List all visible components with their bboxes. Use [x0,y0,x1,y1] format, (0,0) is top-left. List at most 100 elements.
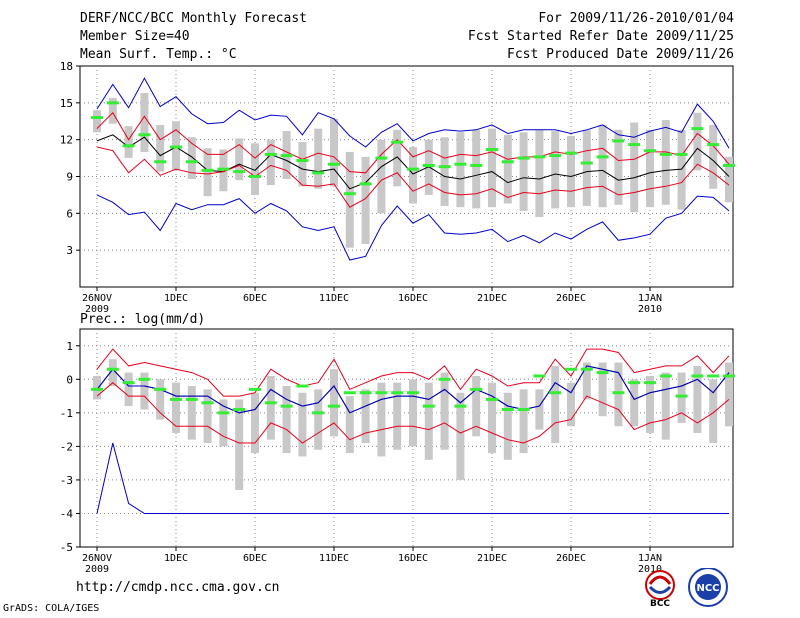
ensemble-box [156,379,165,420]
ensemble-box [156,124,165,172]
x-tick-label: 11DEC [319,553,349,564]
ensemble-box [140,93,149,152]
series-spread-lower [96,146,730,208]
ensemble-box [266,375,275,440]
y-tick-label: 15 [60,97,73,110]
precip-panel-title: Prec.: log(mm/d) [80,312,205,327]
ensemble-box [440,372,449,450]
ensemble-box [551,131,560,209]
ensemble-box [172,382,180,433]
ensemble-box [661,120,670,205]
ensemble-box [567,382,575,427]
y-tick-label: -4 [60,507,74,520]
ensemble-box [377,139,386,214]
series-spread-upper [96,111,730,174]
x-tick-label: 1JAN [638,293,662,304]
ensemble-box [424,382,433,460]
ensemble-box [630,379,639,427]
ensemble-box [567,135,575,208]
ensemble-box [298,392,307,457]
series-ensemble-min [96,77,730,149]
ensemble-box [124,372,133,407]
ensemble-box [330,118,338,187]
ensemble-box [140,372,149,410]
forecast-start-date: Fcst Started Refer Date 2009/11/25 [467,29,734,44]
ensemble-box [693,365,702,433]
ensemble-box [440,137,449,206]
ensemble-box [503,134,512,204]
x-tick-label: 26NOV [82,293,112,304]
y-tick-label: 6 [66,207,73,220]
series-ensemble-min [96,442,729,514]
ensemble-box [614,129,623,205]
ensemble-box [187,386,196,440]
y-tick-label: 3 [66,244,73,257]
x-tick-label: 26DEC [556,293,586,304]
ensemble-box [251,392,259,454]
y-tick-label: -1 [60,407,73,420]
ensemble-box [266,139,275,186]
header-left: DERF/NCC/BCC Monthly Forecast Member Siz… [80,10,307,64]
ensemble-box [124,126,133,159]
x-tick-sublabel: 2009 [85,564,109,575]
ensemble-box [93,110,101,133]
ensemble-box [661,372,670,440]
series-spread-upper [96,348,730,397]
ensemble-box [108,359,117,387]
x-tick-label: 26NOV [82,553,112,564]
bcc-logo-text: BCC [650,599,670,608]
ncc-logo: NCC [688,568,728,607]
ensemble-box [424,139,433,195]
y-tick-label: 0 [66,373,73,386]
series-ensemble-max [96,365,730,414]
ensemble-box [251,143,259,195]
y-tick-label: -5 [60,541,73,554]
y-tick-label: 9 [66,171,73,184]
y-tick-label: 1 [66,340,73,353]
ensemble-box [93,375,101,400]
header-right: For 2009/11/26-2010/01/04 Fcst Started R… [468,10,734,64]
x-tick-label: 16DEC [398,553,428,564]
ensemble-box [409,379,417,447]
x-tick-label: 21DEC [477,553,507,564]
forecast-produced-date: Fcst Produced Date 2009/11/26 [507,47,734,62]
ensemble-box [361,389,370,444]
y-tick-label: -2 [60,440,73,453]
ensemble-box [282,386,291,454]
x-tick-label: 6DEC [243,293,267,304]
ensemble-box [377,382,386,457]
variable-temp-label: Mean Surf. Temp.: °C [80,47,237,62]
x-tick-sublabel: 2010 [638,564,662,575]
x-tick-label: 1DEC [164,293,188,304]
ensemble-box [472,129,481,209]
ensemble-box [582,362,591,400]
ensemble-box [725,156,733,203]
ensemble-box [503,392,512,460]
ensemble-box [614,362,623,427]
x-tick-label: 1JAN [638,553,662,564]
chart-title: DERF/NCC/BCC Monthly Forecast [80,11,307,26]
ensemble-box [235,138,244,181]
ensemble-box [488,382,496,454]
ensemble-box [693,112,702,171]
ensemble-box [646,129,654,208]
series-ensemble-max [96,194,730,261]
ensemble-box [598,124,607,208]
ensemble-box [598,362,607,417]
ensemble-box [298,142,307,187]
ensemble-box [409,147,417,204]
ensemble-box [677,129,686,210]
y-tick-label: 12 [60,134,73,147]
ensemble-box [456,132,465,208]
ensemble-box [472,375,481,437]
ensemble-box [519,132,528,211]
series-spread-lower [96,382,730,444]
bcc-logo: BCC [645,570,675,608]
x-tick-label: 11DEC [319,293,349,304]
ensemble-box [456,392,465,480]
ensemble-box [519,389,528,454]
website-url[interactable]: http://cmdp.ncc.cma.gov.cn [76,580,280,595]
ensemble-box [535,389,544,430]
ensemble-box [108,97,117,124]
